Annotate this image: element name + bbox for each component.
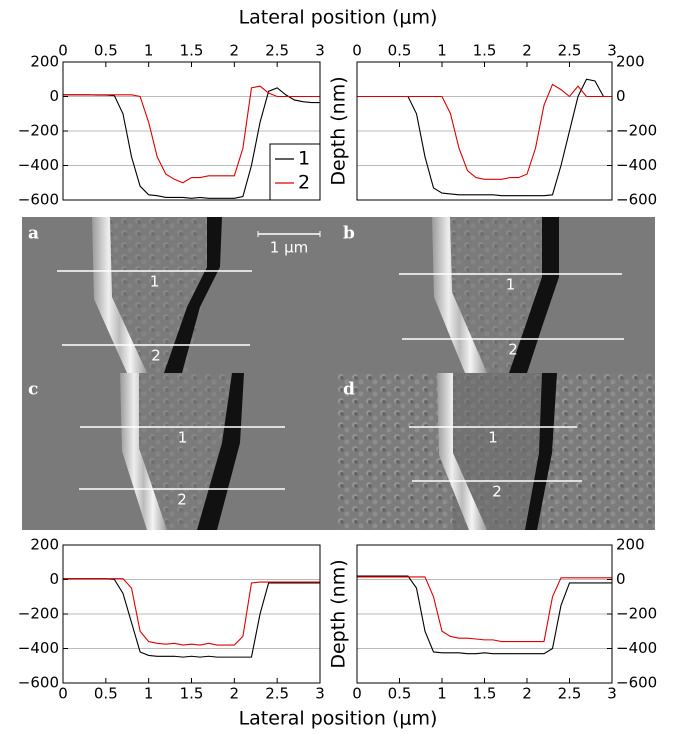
afm-panel: d 1 2 xyxy=(337,373,655,530)
profile-label: 1 xyxy=(506,276,516,294)
x-tick-label: 2.5 xyxy=(265,685,289,703)
y-tick-label: 0 xyxy=(616,570,626,588)
x-tick-label: 0 xyxy=(352,42,362,60)
x-tick-label: 2.5 xyxy=(558,685,582,703)
y-tick-label: 200 xyxy=(30,53,59,71)
x-tick-label: 2 xyxy=(230,685,240,703)
plot-frame xyxy=(356,544,613,684)
y-axis-label: Depth (nm) xyxy=(328,559,350,668)
trench-edge xyxy=(432,217,487,373)
trench-floor xyxy=(139,373,232,530)
x-tick-label: 1.5 xyxy=(473,42,497,60)
x-tick-label: 0.5 xyxy=(94,42,118,60)
y-tick-label: 200 xyxy=(616,53,645,71)
legend-box xyxy=(269,143,321,201)
y-tick-label: −400 xyxy=(616,156,657,174)
y-tick-label: 200 xyxy=(616,536,645,554)
chart: 200 0 −200 −400 −600 0 0.5 1 1.5 2 2.5 3 xyxy=(352,42,657,209)
x-tick-label: 1.5 xyxy=(180,685,204,703)
trench-floor xyxy=(450,217,542,373)
trench-edge xyxy=(92,217,147,373)
y-tick-label: 0 xyxy=(49,570,59,588)
plot-frame xyxy=(356,61,613,201)
plot-frame xyxy=(62,544,321,684)
profile-label: 2 xyxy=(492,483,502,501)
x-tick-label: 1 xyxy=(437,685,447,703)
data-line xyxy=(357,576,612,643)
x-tick-label: 1.5 xyxy=(473,685,497,703)
y-tick-label: −400 xyxy=(616,639,657,657)
x-tick-label: 1 xyxy=(144,42,154,60)
panel-label: b xyxy=(343,224,355,244)
y-tick-label: −600 xyxy=(18,674,59,692)
profile-label: 2 xyxy=(177,491,187,509)
data-line xyxy=(63,85,320,184)
x-tick-label: 1 xyxy=(437,42,447,60)
y-tick-label: 200 xyxy=(30,536,59,554)
x-tick-label: 3 xyxy=(607,42,617,60)
x-tick-label: 3 xyxy=(315,685,325,703)
legend-label: 1 xyxy=(298,148,310,170)
y-axis-label: Depth (nm) xyxy=(328,76,350,185)
profile-label: 2 xyxy=(151,347,161,365)
trench-shadow xyxy=(509,217,559,373)
legend-label: 2 xyxy=(298,172,310,194)
y-tick-label: −200 xyxy=(18,605,59,623)
y-tick-label: −400 xyxy=(18,639,59,657)
x-tick-label: 0 xyxy=(58,42,68,60)
x-tick-label: 2 xyxy=(522,685,532,703)
data-line xyxy=(357,83,612,180)
y-tick-label: −200 xyxy=(616,605,657,623)
afm-panel: c 1 2 xyxy=(22,373,337,530)
data-line xyxy=(63,578,320,646)
y-tick-label: −600 xyxy=(616,191,657,209)
panel-label: d xyxy=(343,380,355,400)
chart: 200 0 −200 −400 −600 0 0.5 1 1.5 2 2.5 3 xyxy=(352,536,657,703)
x-tick-label: 2 xyxy=(230,42,240,60)
afm-panel: a 1 2 1 μm xyxy=(22,217,337,373)
data-line xyxy=(63,578,320,658)
x-tick-label: 1.5 xyxy=(180,42,204,60)
trench-shadow xyxy=(525,373,557,530)
trench-edge xyxy=(120,373,167,530)
plot-frame xyxy=(62,61,321,201)
trench-shadow xyxy=(164,217,222,373)
trench-edge xyxy=(437,373,487,530)
y-tick-label: −600 xyxy=(18,191,59,209)
x-tick-label: 0 xyxy=(352,685,362,703)
x-axis-label: Lateral position (μm) xyxy=(239,7,438,29)
afm-panel: b 1 2 xyxy=(337,217,655,373)
y-tick-label: 0 xyxy=(49,87,59,105)
profile-label: 1 xyxy=(488,429,498,447)
x-axis-label: Lateral position (μm) xyxy=(239,708,438,730)
x-tick-label: 2.5 xyxy=(558,42,582,60)
x-tick-label: 3 xyxy=(607,685,617,703)
y-tick-label: −200 xyxy=(616,122,657,140)
trench-shadow xyxy=(197,373,244,530)
x-tick-label: 0.5 xyxy=(388,42,412,60)
profile-label: 1 xyxy=(178,429,188,447)
y-tick-label: −400 xyxy=(18,156,59,174)
x-tick-label: 3 xyxy=(315,42,325,60)
x-tick-label: 2 xyxy=(522,42,532,60)
x-tick-label: 0.5 xyxy=(388,685,412,703)
profile-label: 2 xyxy=(508,341,518,359)
x-tick-label: 0.5 xyxy=(94,685,118,703)
scale-bar-label: 1 μm xyxy=(270,239,308,257)
x-tick-label: 0 xyxy=(58,685,68,703)
y-tick-label: −600 xyxy=(616,674,657,692)
panel-label: c xyxy=(28,380,38,400)
afm-images: a 1 2 1 μm b 1 2 c 1 2 d 1 2 xyxy=(22,217,655,530)
y-tick-label: −200 xyxy=(18,122,59,140)
panel-label: a xyxy=(28,224,39,244)
y-tick-label: 0 xyxy=(616,87,626,105)
x-tick-label: 1 xyxy=(144,685,154,703)
data-line xyxy=(357,575,612,655)
profile-label: 1 xyxy=(150,273,160,291)
x-tick-label: 2.5 xyxy=(265,42,289,60)
